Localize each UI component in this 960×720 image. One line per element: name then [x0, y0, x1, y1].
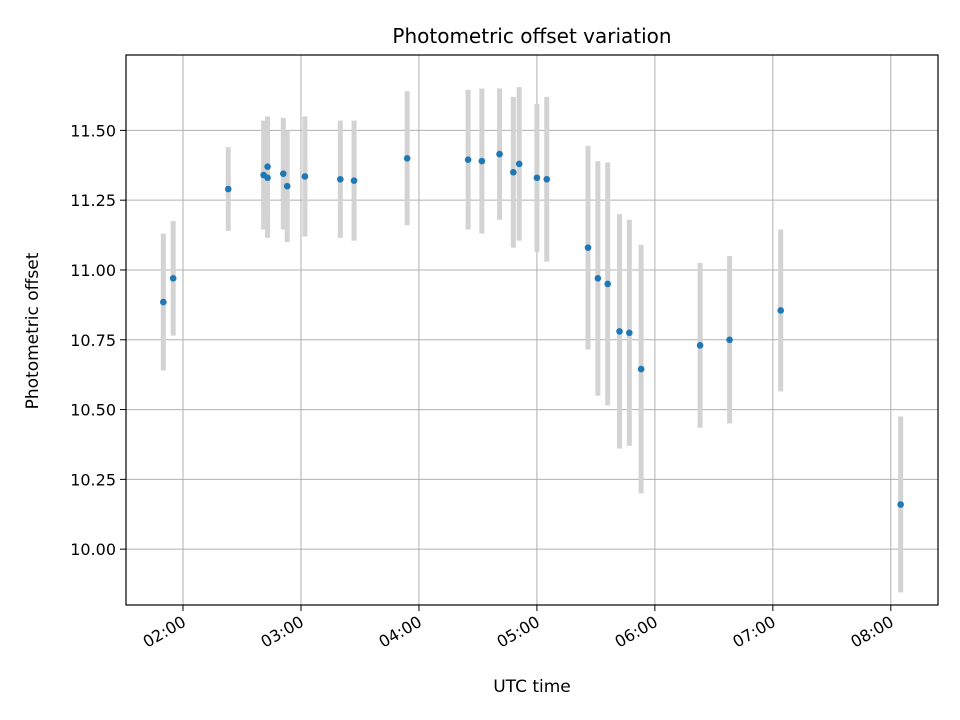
data-point	[543, 175, 551, 183]
data-point	[696, 342, 704, 349]
y-axis-title: Photometric offset	[23, 252, 43, 409]
x-tick-label: 05:00	[493, 612, 542, 652]
data-point	[626, 329, 633, 337]
data-point	[726, 336, 733, 344]
y-tick-label: 11.50	[70, 121, 116, 140]
data-point	[777, 307, 785, 314]
y-tick-label: 11.00	[70, 261, 116, 280]
data-point	[897, 501, 904, 508]
data-point	[584, 244, 592, 251]
y-tick-label: 10.75	[70, 331, 116, 350]
y-tick-label: 11.25	[70, 191, 116, 210]
grid-layer	[126, 55, 938, 605]
y-tick-label: 10.50	[70, 401, 116, 420]
data-point	[515, 160, 523, 168]
data-point	[350, 177, 358, 184]
data-point	[637, 365, 645, 373]
x-tick-label: 06:00	[611, 612, 660, 652]
x-axis-title: UTC time	[493, 677, 571, 697]
data-point	[337, 175, 344, 183]
data-point	[604, 280, 611, 288]
data-point	[169, 275, 177, 282]
y-tick-label: 10.00	[70, 540, 116, 559]
data-point	[264, 174, 271, 182]
data-point	[279, 170, 287, 177]
x-tick-label: 07:00	[729, 612, 778, 652]
data-point	[403, 154, 411, 162]
y-axis-ticks: 10.00 10.25 10.50 10.75 11.00 11.25 11.50	[70, 121, 126, 559]
data-point	[478, 157, 486, 165]
plot-frame	[125, 54, 939, 606]
data-point	[264, 163, 271, 170]
x-tick-label: 02:00	[140, 612, 189, 652]
x-tick-label: 04:00	[376, 612, 425, 652]
x-tick-label: 08:00	[847, 612, 896, 652]
y-tick-label: 10.25	[70, 470, 116, 489]
data-point	[496, 150, 503, 158]
data-point	[283, 182, 291, 190]
data-point	[160, 298, 167, 306]
x-axis-ticks: 02:00 03:00 04:00 05:00 06:00 07:00 08:00	[140, 605, 897, 652]
data-point	[224, 185, 232, 193]
chart-title: Photometric offset variation	[392, 24, 671, 48]
x-tick-label: 03:00	[258, 612, 307, 652]
data-point	[301, 173, 309, 180]
data-point	[616, 328, 623, 335]
point-layer	[160, 150, 904, 508]
data-point	[533, 174, 541, 182]
data-point	[464, 156, 472, 163]
data-point	[510, 168, 517, 176]
data-point	[594, 275, 602, 282]
